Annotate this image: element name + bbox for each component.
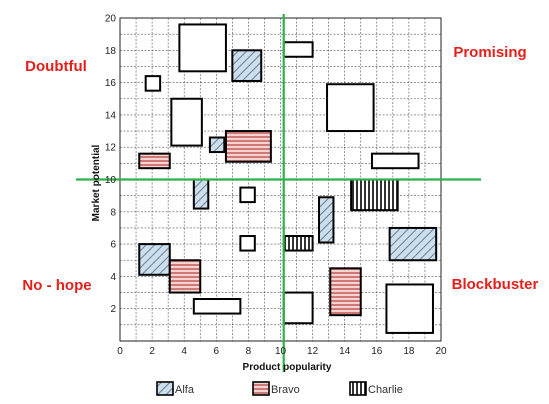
y-tick-label: 20 [105, 14, 117, 25]
y-tick-label: 10 [105, 175, 117, 186]
quadrant-labels: Doubtful Promising No - hope Blockbuster [22, 44, 538, 294]
product-rect-alfa [138, 243, 171, 276]
y-axis-title: Market potential [91, 144, 102, 221]
quadrant-label-doubtful: Doubtful [25, 58, 87, 75]
product-rect [326, 83, 375, 133]
product-rect-alfa [231, 49, 263, 82]
product-rect-charlie [350, 178, 399, 212]
x-tick-label: 0 [117, 346, 123, 357]
legend-swatch-alfa [156, 381, 174, 396]
legend-label-bravo: Bravo [271, 384, 300, 396]
product-rect-bravo [138, 152, 171, 170]
product-rect [282, 291, 314, 325]
legend-swatch-charlie [349, 381, 367, 396]
product-rects [138, 23, 438, 334]
product-rect-bravo [168, 259, 202, 294]
y-tick-label: 14 [105, 110, 117, 121]
x-tick-label: 6 [214, 346, 220, 357]
y-tick-label: 6 [110, 240, 116, 251]
x-tick-label: 2 [149, 346, 155, 357]
y-tick-label: 2 [110, 304, 116, 315]
x-tick-label: 8 [246, 346, 252, 357]
product-rect [282, 41, 314, 58]
y-tick-label: 8 [110, 207, 116, 218]
legend-swatch-bravo [252, 381, 270, 396]
x-tick-label: 12 [307, 346, 319, 357]
quadrant-label-blockbuster: Blockbuster [452, 276, 539, 293]
product-rect [370, 152, 420, 170]
product-rect [239, 235, 256, 252]
product-rect-bravo [224, 130, 272, 163]
product-rect [144, 75, 162, 92]
product-rect-bravo [329, 267, 362, 317]
product-rect-alfa [208, 136, 226, 154]
y-tick-label: 18 [105, 46, 117, 57]
product-rect-alfa [318, 196, 335, 244]
product-rect [239, 186, 256, 204]
product-rect [178, 23, 227, 73]
quadrant-dividers [76, 14, 481, 372]
product-rect-alfa [388, 226, 438, 262]
product-rect [170, 97, 203, 147]
x-axis-title: Product popularity [243, 362, 332, 373]
x-tick-label: 16 [371, 346, 383, 357]
product-rect-charlie [282, 235, 314, 252]
product-rect [192, 298, 242, 315]
x-tick-label: 14 [339, 346, 351, 357]
y-tick-label: 16 [105, 78, 117, 89]
quadrant-label-no-hope: No - hope [22, 277, 91, 294]
x-tick-label: 20 [435, 346, 447, 357]
tick-labels: 0 2 4 6 8 10 12 14 16 18 20 2 4 6 8 10 12 14 16 18 20 [105, 14, 447, 358]
quadrant-label-promising: Promising [453, 44, 526, 61]
y-tick-label: 12 [105, 143, 117, 154]
y-tick-label: 4 [110, 272, 116, 283]
product-rect [385, 283, 434, 334]
x-tick-label: 10 [275, 346, 287, 357]
legend-label-charlie: Charlie [368, 384, 403, 396]
legend-label-alfa: Alfa [175, 384, 195, 396]
axis-titles: Product popularity Market potential [91, 144, 332, 373]
product-rect-alfa [192, 178, 210, 210]
x-tick-label: 4 [181, 346, 187, 357]
x-tick-label: 18 [403, 346, 415, 357]
legend: Alfa Bravo Charlie [156, 381, 403, 396]
